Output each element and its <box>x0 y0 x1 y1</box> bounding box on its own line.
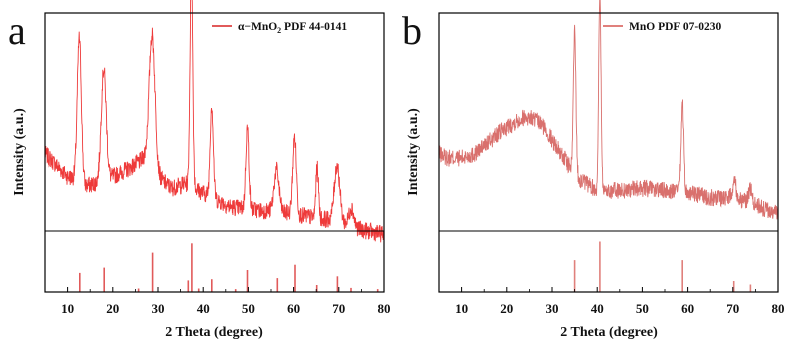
x-tick-label: 60 <box>287 301 300 316</box>
x-tick-label: 40 <box>197 301 210 316</box>
legend-label-b: MnO PDF 07-0230 <box>629 21 721 33</box>
panel-b: b 10 20 30 40 50 60 70 80 2 Theta (degree) Inte… <box>402 0 785 340</box>
panel-label-a: a <box>8 8 26 53</box>
x-tick-label: 50 <box>636 301 649 316</box>
x-tick-label: 50 <box>242 301 255 316</box>
x-tick-label: 60 <box>681 301 694 316</box>
plot-frame-a <box>44 12 385 293</box>
x-tick-label: 80 <box>378 301 391 316</box>
x-axis-title-a: 2 Theta (degree) <box>165 325 263 340</box>
measured-pattern-b <box>438 0 779 222</box>
x-tick-label: 30 <box>152 301 165 316</box>
x-tick-label: 30 <box>546 301 559 316</box>
x-tick-label: 20 <box>500 301 513 316</box>
reference-pattern-a <box>79 243 379 292</box>
x-tick-label: 80 <box>772 301 785 316</box>
x-axis-b: 10 20 30 40 50 60 70 80 <box>438 287 785 316</box>
legend-a: α−MnO2 PDF 44-0141 <box>212 21 347 35</box>
x-tick-label: 10 <box>455 301 468 316</box>
x-tick-label: 20 <box>106 301 119 316</box>
plot-frame-b <box>438 12 779 293</box>
x-tick-label: 10 <box>61 301 74 316</box>
panel-label-b: b <box>402 8 422 53</box>
x-axis-a: 10 20 30 40 50 60 70 80 <box>44 287 391 316</box>
x-tick-label: 70 <box>726 301 739 316</box>
legend-b: MnO PDF 07-0230 <box>603 21 721 33</box>
y-axis-title-b: Intensity (a.u.) <box>406 108 421 196</box>
reference-pattern-b <box>573 241 752 292</box>
x-tick-label: 70 <box>332 301 345 316</box>
measured-pattern-line <box>438 0 779 222</box>
panel-a: a 10 20 30 40 50 60 70 80 2 Theta (degree) Inte… <box>8 0 391 340</box>
measured-pattern-a <box>44 0 385 243</box>
x-tick-label: 40 <box>591 301 604 316</box>
legend-label-a: α−MnO2 PDF 44-0141 <box>238 21 347 35</box>
y-axis-title-a: Intensity (a.u.) <box>12 108 27 196</box>
measured-pattern-line <box>44 0 385 243</box>
legend-subscript-a: 2 <box>277 26 281 35</box>
x-axis-title-b: 2 Theta (degree) <box>560 325 658 340</box>
